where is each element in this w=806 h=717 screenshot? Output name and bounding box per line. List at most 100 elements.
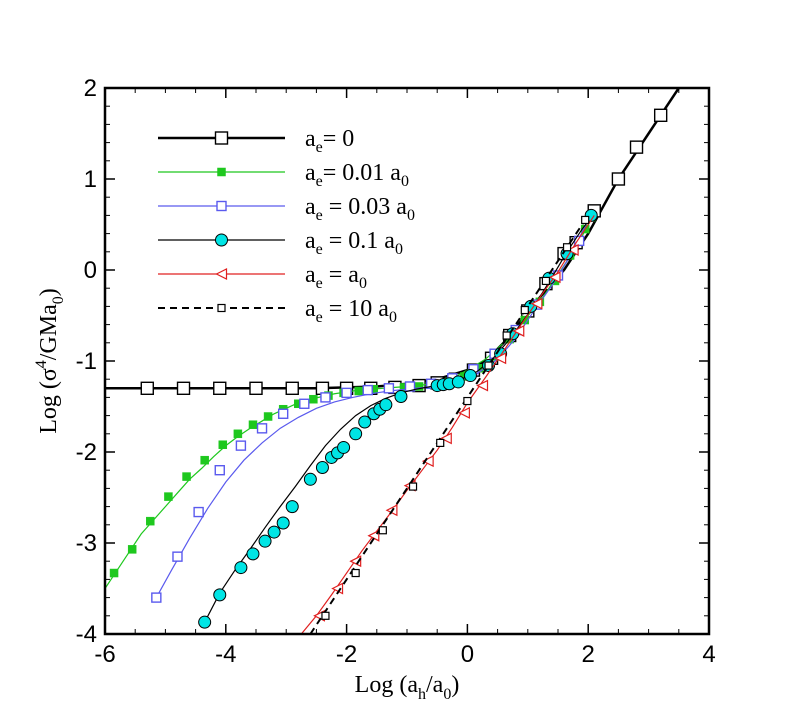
series-marker xyxy=(629,140,644,154)
series-marker xyxy=(484,361,493,370)
series-marker xyxy=(476,379,489,392)
series-marker xyxy=(502,331,511,340)
series-layer xyxy=(105,88,680,634)
series-marker xyxy=(512,324,525,337)
series-3 xyxy=(198,208,598,629)
y-tick-label: 1 xyxy=(84,166,97,193)
series-marker xyxy=(215,233,228,247)
series-marker xyxy=(213,381,227,395)
series-marker xyxy=(303,472,317,486)
series-marker xyxy=(151,592,162,603)
series-marker xyxy=(408,482,418,491)
series-marker xyxy=(581,215,590,225)
series-marker xyxy=(248,420,258,429)
series-marker xyxy=(235,440,247,451)
series-marker xyxy=(263,412,273,421)
x-tick-label: -4 xyxy=(215,641,236,668)
series-marker xyxy=(234,561,248,575)
series-marker xyxy=(214,465,225,476)
series-marker xyxy=(320,392,331,403)
series-marker xyxy=(109,568,119,578)
series-marker xyxy=(354,386,363,396)
series-marker xyxy=(127,545,137,554)
series-marker xyxy=(233,429,243,439)
legend-entry: ae = 0.1 a0 xyxy=(158,228,403,258)
series-marker xyxy=(349,427,363,441)
series-marker xyxy=(653,108,668,123)
axis-labels: Log (ah/a0) Log (σ4/GMa0) xyxy=(33,288,459,703)
series-marker xyxy=(215,268,228,280)
legend-entry: ae = a0 xyxy=(158,262,367,292)
series-marker xyxy=(451,375,465,389)
series-marker xyxy=(146,516,155,526)
series-marker xyxy=(246,547,260,561)
series-marker xyxy=(172,551,183,562)
series-marker xyxy=(341,387,352,399)
x-tick-label: 0 xyxy=(461,641,474,668)
x-tick-label: -2 xyxy=(336,641,357,668)
series-marker xyxy=(277,408,289,419)
series-marker xyxy=(256,423,268,434)
series-marker xyxy=(494,352,507,365)
series-marker xyxy=(267,525,281,539)
series-marker xyxy=(548,271,561,284)
series-marker xyxy=(214,131,229,145)
series-marker xyxy=(200,455,209,465)
legend-entry: ae = 0.03 a0 xyxy=(158,194,415,224)
series-marker xyxy=(217,167,226,177)
series-marker xyxy=(562,243,572,252)
y-axis-label: Log (σ4/GMa0) xyxy=(33,288,67,434)
legend-label: ae = 0.03 a0 xyxy=(305,194,415,224)
legend-label: ae= 0 xyxy=(305,126,354,156)
x-tick-label: 2 xyxy=(582,641,595,668)
series-marker xyxy=(164,492,173,501)
series-marker xyxy=(379,398,393,412)
series-marker xyxy=(193,506,204,518)
legend-entry: ae= 0.01 a0 xyxy=(158,160,409,190)
series-marker xyxy=(362,384,373,396)
y-tick-label: -2 xyxy=(76,439,97,466)
legend-label: ae = a0 xyxy=(305,262,367,292)
series-marker xyxy=(421,455,434,468)
legend-label: ae = 10 a0 xyxy=(305,296,397,326)
series-marker xyxy=(463,369,477,383)
series-5 xyxy=(309,214,590,634)
series-marker xyxy=(213,588,227,602)
x-axis-label: Log (ah/a0) xyxy=(355,672,460,703)
series-marker xyxy=(458,406,470,419)
x-tick-label: 4 xyxy=(702,641,715,668)
series-marker xyxy=(439,432,452,445)
series-marker xyxy=(249,381,263,395)
series-marker xyxy=(351,568,360,578)
y-tick-label: 2 xyxy=(84,75,97,102)
series-marker xyxy=(176,381,191,395)
series-marker xyxy=(258,534,272,548)
series-marker xyxy=(611,172,626,186)
series-marker xyxy=(140,381,154,395)
series-marker xyxy=(198,615,212,629)
series-marker xyxy=(216,200,227,212)
y-tick-label: -3 xyxy=(76,530,97,557)
series-marker xyxy=(182,472,191,481)
series-marker xyxy=(218,440,228,449)
y-tick-label: 0 xyxy=(84,257,97,284)
legend-entry: ae = 10 a0 xyxy=(158,296,397,326)
series-marker xyxy=(285,500,299,514)
series-marker xyxy=(530,297,543,310)
series-marker xyxy=(436,438,445,447)
series-marker xyxy=(378,526,387,535)
series-marker xyxy=(394,389,408,403)
series-marker xyxy=(315,460,329,474)
y-tick-label: -1 xyxy=(76,348,97,375)
series-marker xyxy=(358,415,372,429)
y-tick-label: -4 xyxy=(76,621,97,648)
x-tick-label: -6 xyxy=(94,641,115,668)
legend-entry: ae= 0 xyxy=(158,126,354,156)
series-marker xyxy=(321,611,330,620)
series-marker xyxy=(383,383,395,394)
series-marker xyxy=(285,381,299,395)
series-marker xyxy=(566,244,579,256)
series-line xyxy=(300,215,595,634)
